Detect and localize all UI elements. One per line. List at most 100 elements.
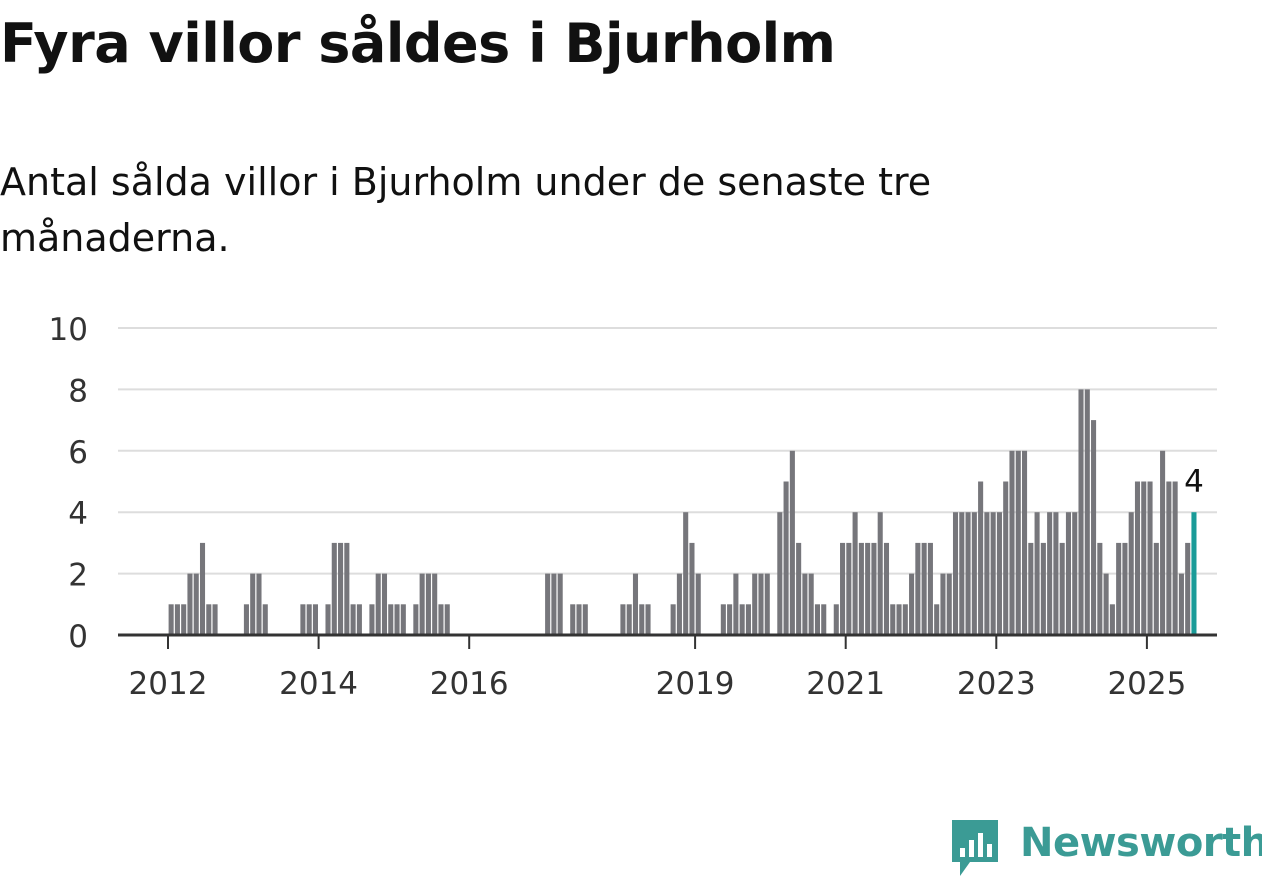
bar <box>300 604 306 635</box>
bar <box>814 604 820 635</box>
bar <box>1084 389 1090 635</box>
bar <box>1153 542 1159 635</box>
bar <box>425 573 431 635</box>
bar <box>670 604 676 635</box>
bar <box>1160 450 1166 635</box>
bar <box>1122 542 1128 635</box>
bar <box>1065 512 1071 635</box>
bar <box>802 573 808 635</box>
bar <box>1091 420 1097 635</box>
bar <box>181 604 187 635</box>
bar <box>858 542 864 635</box>
newsworthy-logo-text: Newsworthy <box>1020 820 1262 866</box>
x-tick-label: 2012 <box>129 666 208 702</box>
bar <box>745 604 751 635</box>
bar <box>413 604 419 635</box>
bar <box>934 604 940 635</box>
bar <box>871 542 877 635</box>
bar <box>262 604 268 635</box>
bar <box>720 604 726 635</box>
bar <box>551 573 557 635</box>
bar <box>256 573 262 635</box>
y-tick-label: 0 <box>68 619 88 655</box>
bar <box>338 542 344 635</box>
bar <box>400 604 406 635</box>
bar <box>739 604 745 635</box>
bar <box>375 573 381 635</box>
bar <box>1103 573 1109 635</box>
bar <box>764 573 770 635</box>
bar <box>1147 481 1153 635</box>
bar <box>852 512 858 635</box>
bar <box>758 573 764 635</box>
bar <box>1134 481 1141 635</box>
y-tick-label: 6 <box>68 435 88 471</box>
bar <box>846 542 852 635</box>
bar <box>676 573 682 635</box>
bar-highlight <box>1191 512 1197 635</box>
y-tick-label: 4 <box>68 496 88 532</box>
bar <box>325 604 331 635</box>
bar <box>865 542 871 635</box>
bar <box>1097 542 1103 635</box>
bar <box>620 604 626 635</box>
bar <box>1040 542 1046 635</box>
bar <box>545 573 551 635</box>
bar <box>1009 450 1015 635</box>
bar <box>1172 481 1178 635</box>
bar <box>890 604 896 635</box>
bar <box>356 604 362 635</box>
bar <box>1141 481 1147 635</box>
x-tick-label: 2021 <box>806 666 885 702</box>
bar <box>444 604 450 635</box>
bar <box>1185 542 1191 635</box>
bar <box>959 512 965 635</box>
bar <box>174 604 180 635</box>
bar <box>695 573 701 635</box>
bar <box>388 604 394 635</box>
bar <box>1072 512 1078 635</box>
y-tick-label: 10 <box>49 312 88 348</box>
x-tick-label: 2025 <box>1107 666 1186 702</box>
bar <box>199 542 206 635</box>
bar <box>1003 481 1009 635</box>
bar <box>733 573 739 635</box>
bar <box>250 573 256 635</box>
bar <box>777 512 783 635</box>
bar <box>883 542 890 635</box>
bar <box>168 604 174 635</box>
bar <box>978 481 984 635</box>
bar <box>381 573 388 635</box>
bar <box>796 542 802 635</box>
bar <box>683 512 689 635</box>
bar <box>632 573 639 635</box>
bar <box>996 512 1002 635</box>
newsworthy-logo: Newsworthy <box>950 818 1262 878</box>
bar <box>689 542 695 635</box>
chart-subtitle: Antal sålda villor i Bjurholm under de s… <box>0 160 932 260</box>
newsworthy-logo-icon <box>952 820 998 876</box>
bar <box>626 604 632 635</box>
bar <box>639 604 645 635</box>
bar <box>752 573 758 635</box>
y-tick-label: 8 <box>68 373 88 409</box>
bar <box>946 573 952 635</box>
x-tick-label: 2023 <box>957 666 1036 702</box>
bar <box>1053 512 1059 635</box>
bar <box>1166 481 1172 635</box>
bar <box>369 604 375 635</box>
bar <box>1116 542 1122 635</box>
bar <box>902 604 908 635</box>
chart-title: Fyra villor såldes i Bjurholm <box>0 12 836 75</box>
x-tick-label: 2019 <box>656 666 735 702</box>
bar <box>1047 512 1053 635</box>
bar <box>438 604 444 635</box>
bar <box>350 604 356 635</box>
bar <box>990 512 996 635</box>
bar <box>909 573 915 635</box>
bar <box>821 604 827 635</box>
bar <box>789 450 795 635</box>
bar <box>1015 450 1021 635</box>
bar <box>921 542 927 635</box>
bar <box>984 512 990 635</box>
